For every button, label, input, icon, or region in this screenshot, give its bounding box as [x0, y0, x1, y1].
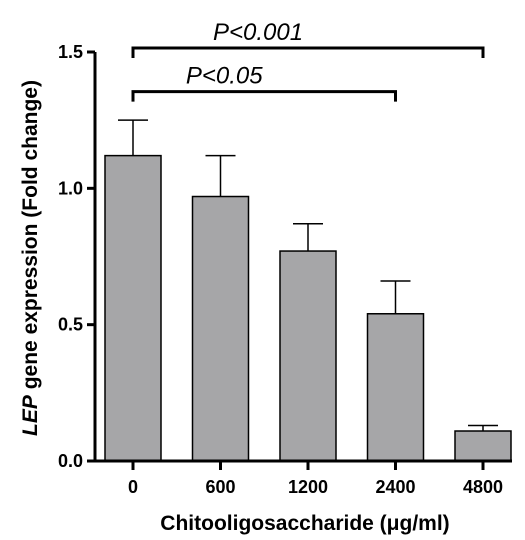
significance-label-1: P<0.001: [213, 19, 303, 46]
x-tick-label: 600: [205, 477, 235, 497]
significance-layer: P<0.001 P<0.05: [131, 19, 485, 102]
bar-4800: [454, 430, 512, 462]
y-axis-title-rest: gene expression (Fold change): [19, 80, 42, 395]
y-axis-title-gene: LEP: [19, 394, 42, 436]
axes-layer: [93, 52, 512, 463]
y-axis-title: LEP gene expression (Fold change): [19, 80, 42, 436]
y-ticks-layer: 0.0 0.5 1.0 1.5: [58, 42, 95, 471]
x-tick-label: 4800: [463, 477, 503, 497]
x-tick-label: 0: [128, 477, 138, 497]
x-ticks-layer: 0 600 1200 2400 4800: [128, 461, 503, 497]
y-tick-label: 0.5: [58, 315, 83, 335]
bar-2400: [366, 313, 425, 462]
y-tick-label: 0.0: [58, 451, 83, 471]
significance-bracket-2: [131, 90, 397, 102]
bar-600: [191, 195, 250, 462]
y-tick-label: 1.5: [58, 42, 83, 62]
y-tick-label: 1.0: [58, 178, 83, 198]
bar-1200: [279, 250, 337, 462]
x-axis-title: Chitooligosaccharide (μg/ml): [160, 512, 449, 535]
x-tick-label: 1200: [288, 477, 328, 497]
significance-bracket-1: [131, 46, 485, 58]
bars-layer: [104, 119, 512, 462]
bar-0: [104, 154, 162, 462]
significance-label-2: P<0.05: [186, 63, 263, 90]
x-tick-label: 2400: [375, 477, 415, 497]
